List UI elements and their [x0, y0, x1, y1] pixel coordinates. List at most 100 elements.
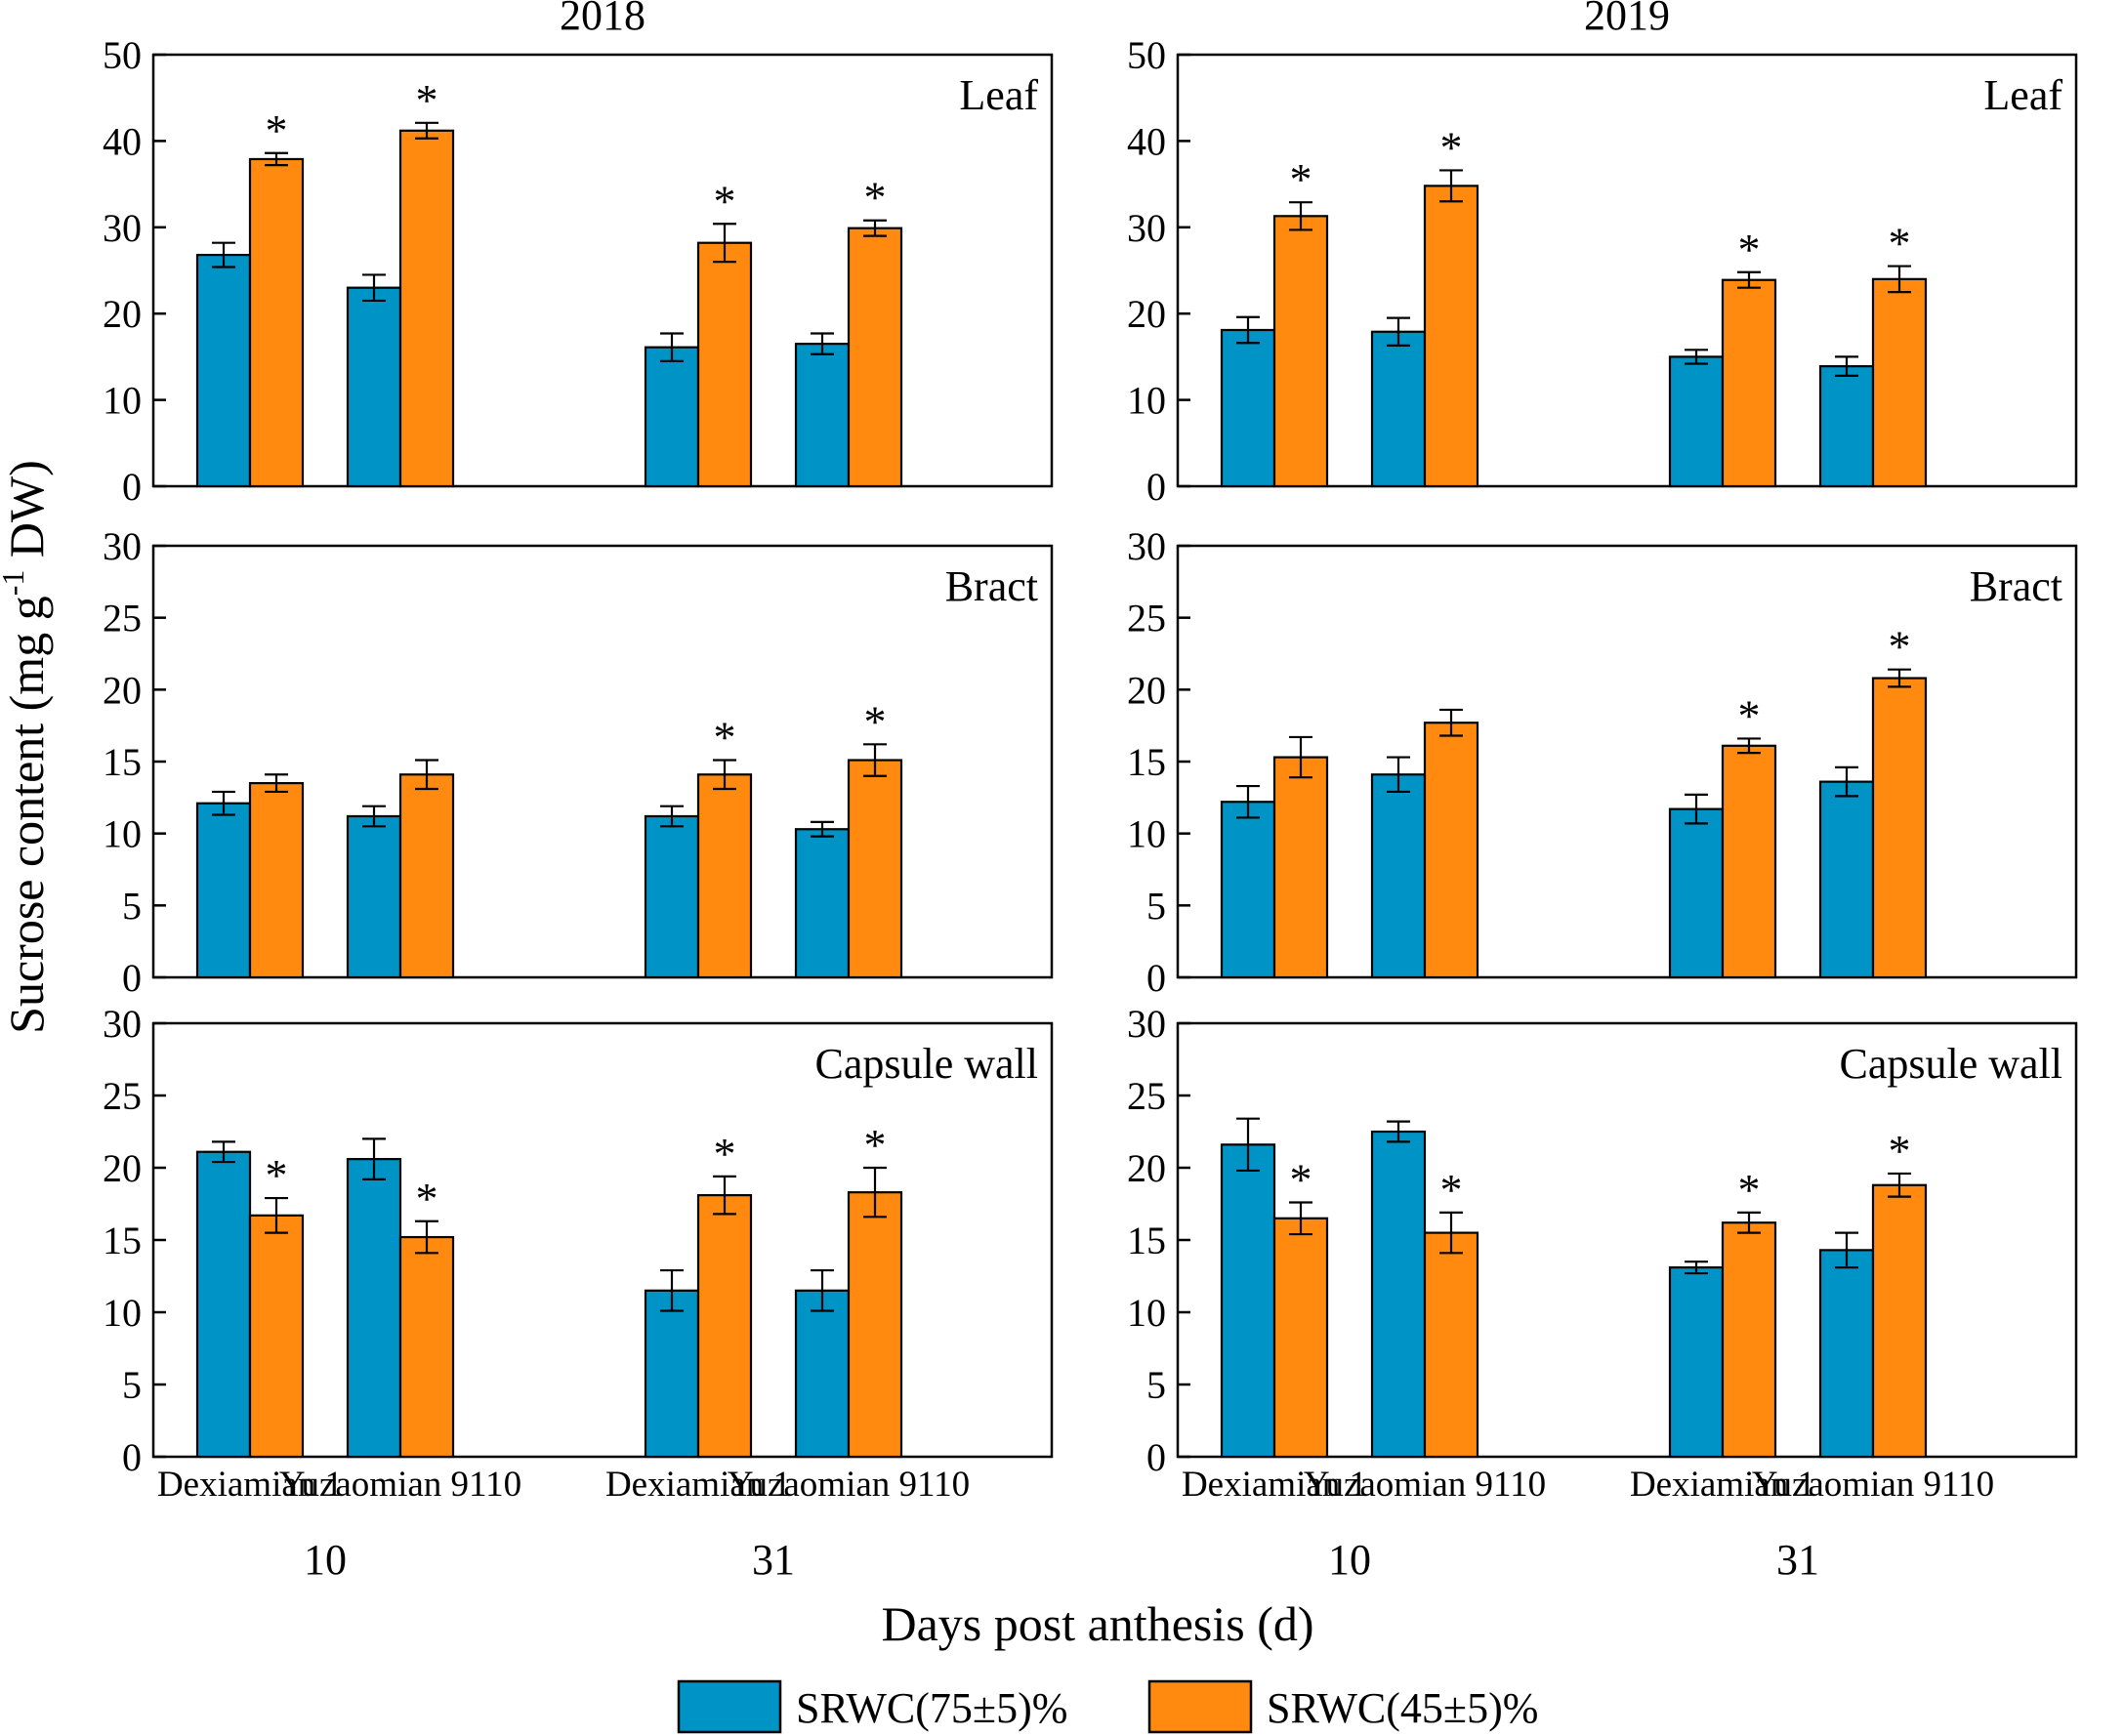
- panel-2019-leaf: 0 10 20 30 40 50 Leaf * * * *: [1127, 33, 2078, 509]
- panel-2019-leaf-ytick-label: 40: [1127, 119, 1166, 163]
- panel-2019-capsule-wall-ytick-label: 25: [1127, 1074, 1166, 1118]
- panel-2019-leaf-ytick-label: 0: [1146, 465, 1166, 509]
- legend-swatch-well-watered: [677, 1679, 782, 1734]
- panel-2018-capsule-wall-ytick-label: 0: [122, 1435, 142, 1479]
- panel-2019-bract-bar-srwc45: [1272, 756, 1329, 979]
- panel-2018-capsule-wall-bar-srwc45: [248, 1214, 305, 1459]
- panel-2019-bract-bar-srwc45: [1423, 722, 1479, 979]
- panel-2018-capsule-wall-significance-marker: *: [864, 1120, 887, 1170]
- panel-2018-leaf-bar-srwc75: [195, 253, 252, 488]
- panel-2019-capsule-wall-significance-marker: *: [1889, 1126, 1911, 1176]
- panel-2019-bract-bar-srwc45: [1871, 677, 1928, 979]
- panel-2018-bract-organ-label: Bract: [945, 562, 1038, 610]
- panel-2019-bract-bar-srwc75: [1370, 773, 1427, 979]
- column-2018-days-label: 31: [752, 1536, 795, 1584]
- panel-2018-leaf-significance-marker: *: [416, 75, 438, 125]
- panel-2019-capsule-wall-bar-srwc75: [1818, 1249, 1875, 1459]
- panel-2018-bract-bar-srwc75: [794, 828, 851, 979]
- panel-2018-capsule-wall-significance-marker: *: [416, 1174, 438, 1223]
- panel-2019-leaf-bar-srwc75: [1668, 355, 1725, 488]
- panel-2019-capsule-wall-significance-marker: *: [1440, 1165, 1463, 1215]
- panel-2019-bract-ytick-label: 0: [1146, 956, 1166, 1000]
- panel-2019-capsule-wall-bar-srwc75: [1220, 1143, 1276, 1459]
- panel-2019-leaf-ytick-label: 50: [1127, 33, 1166, 77]
- panel-2018-leaf-significance-marker: *: [714, 176, 736, 226]
- panel-2019-leaf-frame: [1176, 53, 2078, 488]
- panel-2018-capsule-wall-ytick-label: 25: [103, 1074, 142, 1118]
- panel-2018-capsule-wall-ytick-label: 20: [103, 1146, 142, 1190]
- panel-2019-bract-bar-srwc75: [1668, 807, 1725, 979]
- column-2018-category-label: Yuzaomian 9110: [728, 1465, 970, 1505]
- panel-2018-capsule-wall: 0 5 10 15 20 25 30 Capsule wall * * * *: [103, 1002, 1054, 1479]
- panel-2019-leaf-significance-marker: *: [1889, 219, 1911, 269]
- panel-2018-bract-ytick-label: 10: [103, 812, 142, 856]
- panel-2018-leaf-significance-marker: *: [864, 173, 887, 223]
- panel-2019-capsule-wall-ytick-label: 0: [1146, 1435, 1166, 1479]
- panel-2019-bract-organ-label: Bract: [1970, 562, 2062, 610]
- panel-2019-leaf-significance-marker: *: [1290, 154, 1312, 204]
- panel-2019-bract-bar-srwc75: [1818, 780, 1875, 979]
- panel-2019-bract-ytick-label: 20: [1127, 668, 1166, 712]
- panel-2019-leaf-bar-srwc75: [1220, 328, 1276, 488]
- panel-2018-leaf-ytick-label: 50: [103, 33, 142, 77]
- panel-2018-leaf-significance-marker: *: [266, 105, 288, 155]
- panel-2019-leaf-ytick-label: 30: [1127, 206, 1166, 250]
- panel-2018-capsule-wall-bar-srwc75: [794, 1289, 851, 1459]
- column-2018-days-label: 10: [304, 1536, 347, 1584]
- panel-2019-capsule-wall-ytick-label: 10: [1127, 1291, 1166, 1335]
- y-axis-label: Sucrose content (mg g-1 DW): [0, 460, 54, 1034]
- panel-2018-leaf-ytick-label: 40: [103, 119, 142, 163]
- column-2019-year-title: 2019: [1584, 0, 1670, 39]
- panel-2018-capsule-wall-bar-srwc75: [195, 1150, 252, 1459]
- panel-2018-bract-significance-marker: *: [714, 713, 736, 763]
- panel-2019-capsule-wall-ytick-label: 15: [1127, 1219, 1166, 1262]
- panel-2018-leaf-frame: [151, 53, 1054, 488]
- x-axis-label: Days post anthesis (d): [882, 1596, 1314, 1651]
- legend-label-drought: SRWC(45±5)%: [1267, 1684, 1538, 1732]
- panel-2018-leaf-ytick-label: 30: [103, 206, 142, 250]
- panel-2018-bract-bar-srwc45: [398, 773, 455, 979]
- panel-2019-bract-bar-srwc45: [1721, 744, 1777, 979]
- panel-2019-leaf-significance-marker: *: [1440, 122, 1463, 172]
- panel-2018-capsule-wall-bar-srwc75: [644, 1289, 700, 1459]
- panel-2019-leaf-bar-srwc45: [1423, 185, 1479, 488]
- column-2018-category-label: Dexiamian 1: [605, 1465, 791, 1505]
- y-axis-label-main: Sucrose content (mg g: [0, 596, 54, 1034]
- panel-2019-capsule-wall-bar-srwc75: [1370, 1130, 1427, 1459]
- panel-2018-capsule-wall-ytick-label: 10: [103, 1291, 142, 1335]
- panel-2018-capsule-wall-organ-label: Capsule wall: [814, 1040, 1038, 1088]
- panel-2019-capsule-wall-significance-marker: *: [1290, 1155, 1312, 1205]
- panel-2019-bract-ytick-label: 30: [1127, 524, 1166, 568]
- panel-2018-bract-bar-srwc45: [696, 773, 753, 979]
- panel-2019-bract-ytick-label: 15: [1127, 740, 1166, 784]
- panel-2018-leaf-bar-srwc75: [346, 286, 402, 488]
- panel-2018-bract-bar-srwc45: [847, 759, 903, 979]
- panel-2018-bract-ytick-label: 25: [103, 597, 142, 641]
- panel-2018-leaf-bar-srwc75: [794, 343, 851, 488]
- panel-2018-capsule-wall-significance-marker: *: [266, 1150, 288, 1200]
- column-2019-category-label: Dexiamian 1: [1630, 1465, 1815, 1505]
- legend-label-well-watered: SRWC(75±5)%: [796, 1684, 1067, 1732]
- panel-2018-leaf-bar-srwc45: [847, 227, 903, 488]
- panel-2018-bract: 0 5 10 15 20 25 30 Bract * *: [103, 524, 1054, 1000]
- panel-2018-bract-bar-srwc75: [644, 814, 700, 979]
- column-2019-category-label: Yuzaomian 9110: [1304, 1465, 1546, 1505]
- panel-2019-bract-significance-marker: *: [1889, 622, 1911, 672]
- panel-2019-leaf-bar-srwc75: [1370, 330, 1427, 488]
- panel-2018-leaf-organ-label: Leaf: [959, 71, 1038, 119]
- panel-2018-bract-ytick-label: 5: [122, 884, 142, 928]
- panel-2019-capsule-wall-ytick-label: 5: [1146, 1363, 1166, 1407]
- panel-2018-capsule-wall-ytick-label: 30: [103, 1002, 142, 1046]
- panel-2019-leaf-bar-srwc75: [1818, 365, 1875, 488]
- panel-2018-bract-bar-srwc45: [248, 781, 305, 979]
- panel-2018-bract-ytick-label: 30: [103, 524, 142, 568]
- column-2019-days-label: 31: [1776, 1536, 1819, 1584]
- panel-2018-bract-significance-marker: *: [864, 696, 887, 746]
- panel-2019-capsule-wall-bar-srwc45: [1871, 1183, 1928, 1459]
- legend-swatch-drought: [1147, 1679, 1253, 1734]
- panel-2018-leaf-ytick-label: 10: [103, 379, 142, 423]
- panel-2018-leaf-bar-srwc45: [398, 129, 455, 488]
- panel-2019-bract-ytick-label: 5: [1146, 884, 1166, 928]
